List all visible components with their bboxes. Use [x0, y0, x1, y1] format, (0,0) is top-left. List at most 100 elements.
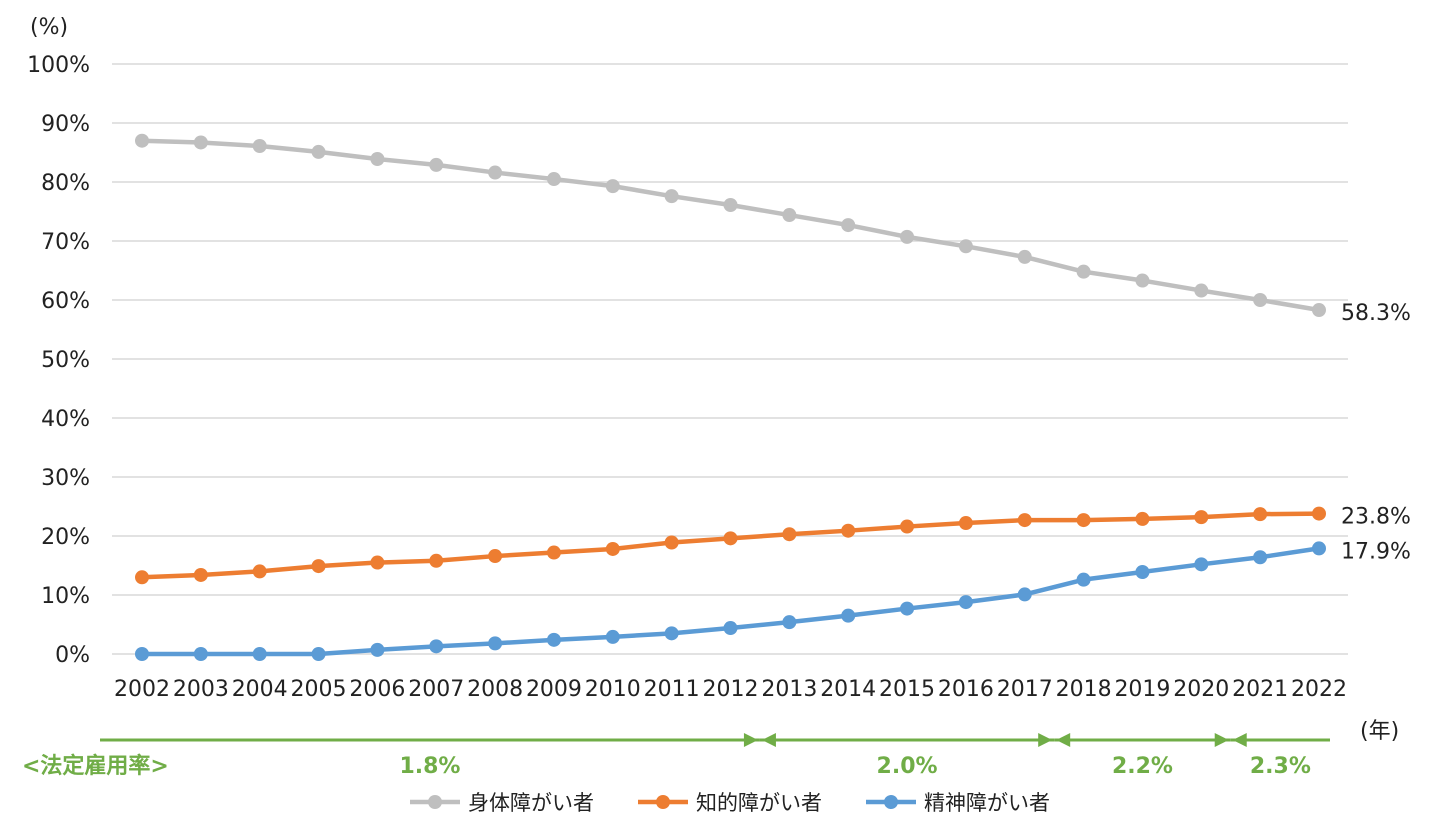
gridlines	[112, 63, 1348, 655]
legend-swatch-marker	[656, 795, 670, 809]
legal-rate-label: 2.3%	[1250, 754, 1311, 779]
data-point	[1312, 303, 1326, 318]
data-point	[958, 595, 973, 610]
legend-entry-label: 精神障がい者	[924, 791, 1050, 815]
end-value-label: 23.8%	[1341, 505, 1411, 530]
data-point	[429, 639, 444, 654]
data-point	[546, 632, 561, 647]
legal-rate-label: 2.0%	[877, 754, 938, 779]
data-point	[1135, 564, 1150, 579]
x-tick-label: 2003	[173, 677, 229, 702]
y-tick-label: 90%	[41, 112, 90, 137]
data-point	[782, 527, 797, 542]
x-tick-label: 2014	[820, 677, 876, 702]
data-point	[370, 555, 385, 570]
x-tick-label: 2015	[879, 677, 935, 702]
legal-rate-title: <法定雇用率>	[22, 753, 169, 779]
data-point	[958, 239, 973, 254]
data-point	[1253, 293, 1268, 307]
data-point	[664, 626, 679, 641]
data-point	[488, 549, 503, 564]
x-tick-label: 2022	[1291, 677, 1347, 702]
x-tick-label: 2009	[526, 677, 582, 702]
data-point	[1017, 249, 1032, 264]
data-point	[193, 567, 208, 582]
end-value-label: 58.3%	[1341, 301, 1411, 326]
x-tick-label: 2018	[1056, 677, 1112, 702]
legal-rate-label: 2.2%	[1112, 754, 1173, 779]
x-tick-label: 2012	[703, 677, 759, 702]
data-point	[135, 647, 149, 661]
x-tick-label: 2020	[1173, 677, 1229, 702]
data-point	[900, 601, 915, 616]
x-axis-unit-label: (年)	[1360, 719, 1399, 744]
data-point	[664, 535, 679, 550]
data-point	[135, 133, 149, 148]
data-point	[1135, 273, 1150, 288]
y-axis-tick-labels: 0% 10% 20% 30% 40% 50% 60% 70% 80% 90% 100%	[27, 53, 90, 668]
data-point	[488, 636, 503, 651]
data-point	[1076, 264, 1091, 279]
x-tick-label: 2007	[408, 677, 464, 702]
arrowhead-left	[761, 733, 776, 747]
x-tick-label: 2008	[467, 677, 523, 702]
y-tick-label: 10%	[41, 584, 90, 609]
data-point	[370, 151, 385, 166]
data-point	[252, 139, 267, 154]
y-axis-unit-label: (%)	[30, 15, 68, 40]
data-point	[1253, 550, 1268, 565]
data-point	[1194, 510, 1209, 525]
x-tick-label: 2013	[761, 677, 817, 702]
data-point	[252, 564, 267, 579]
x-tick-label: 2011	[644, 677, 700, 702]
data-point	[1312, 506, 1326, 521]
y-tick-label: 40%	[41, 407, 90, 432]
y-tick-label: 70%	[41, 230, 90, 255]
legend-swatch-marker	[884, 795, 898, 809]
y-tick-label: 100%	[27, 53, 90, 78]
data-point	[370, 642, 385, 657]
data-point	[1135, 511, 1150, 526]
data-point	[605, 629, 620, 644]
y-tick-label: 50%	[41, 348, 90, 373]
data-point	[1017, 513, 1032, 528]
arrowhead-right	[1214, 733, 1229, 747]
data-point	[193, 135, 208, 150]
data-point	[546, 545, 561, 560]
data-point	[429, 553, 444, 568]
x-tick-label: 2005	[291, 677, 347, 702]
y-tick-label: 20%	[41, 525, 90, 550]
legend-swatch-marker	[428, 795, 442, 809]
data-point	[311, 144, 326, 159]
data-point	[311, 647, 326, 661]
x-tick-label: 2021	[1232, 677, 1288, 702]
data-point	[1076, 513, 1091, 528]
data-point	[605, 179, 620, 194]
x-tick-label: 2002	[114, 677, 170, 702]
data-point	[546, 172, 561, 187]
y-tick-label: 0%	[55, 643, 90, 668]
data-point	[605, 541, 620, 556]
legend-entry-label: 知的障がい者	[696, 791, 822, 815]
data-point	[1253, 507, 1268, 522]
data-point	[723, 198, 738, 213]
data-point	[1312, 541, 1326, 556]
y-tick-label: 80%	[41, 171, 90, 196]
data-point	[900, 519, 915, 534]
data-point	[841, 608, 856, 623]
data-point	[958, 516, 973, 531]
data-point	[429, 157, 444, 172]
arrowhead-right	[743, 733, 758, 747]
y-tick-label: 30%	[41, 466, 90, 491]
data-point	[311, 559, 326, 574]
data-point	[782, 208, 797, 223]
data-point	[782, 615, 797, 630]
data-point	[252, 647, 267, 661]
y-tick-label: 60%	[41, 289, 90, 314]
data-point	[723, 621, 738, 636]
x-tick-label: 2017	[997, 677, 1053, 702]
end-value-labels: 58.3% 23.8% 17.9%	[1341, 301, 1411, 564]
data-point	[664, 189, 679, 204]
data-point	[1194, 283, 1209, 298]
